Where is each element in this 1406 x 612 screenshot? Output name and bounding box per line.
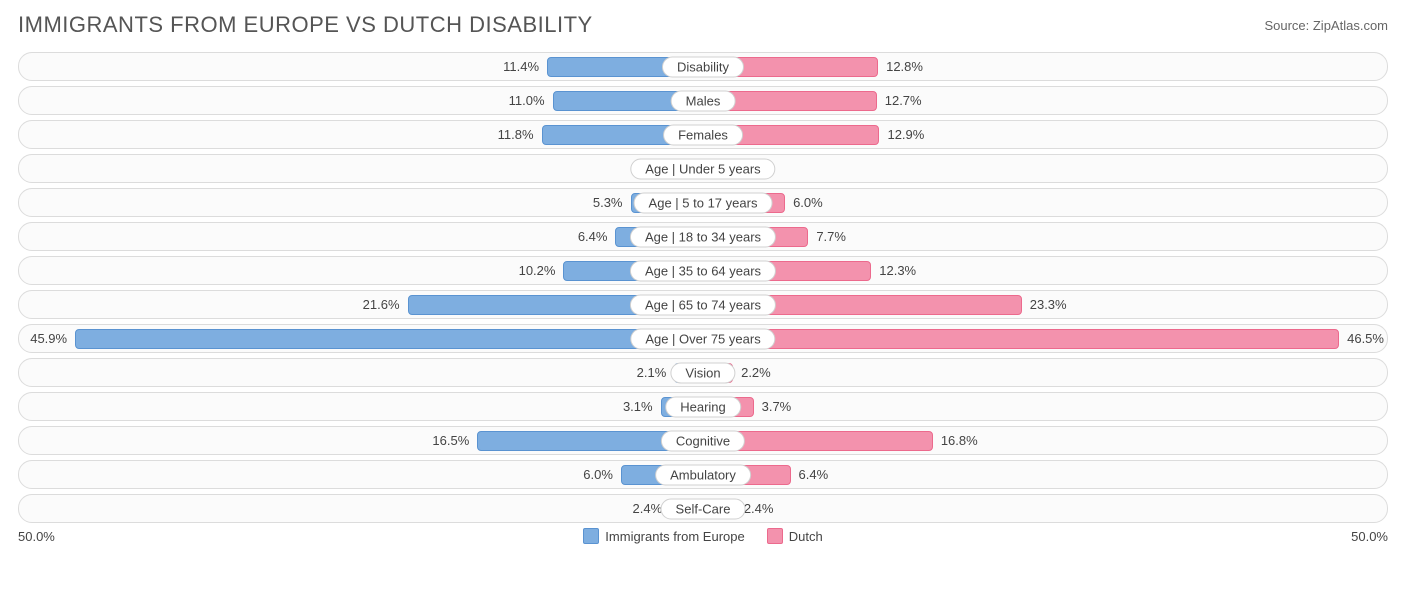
row-left-value: 11.8% [498, 127, 534, 142]
row-right-half: 1.7% [703, 155, 1387, 182]
axis-left-max: 50.0% [18, 529, 55, 544]
row-right-value: 6.4% [799, 467, 829, 482]
chart-header: IMMIGRANTS FROM EUROPE VS DUTCH DISABILI… [18, 12, 1388, 38]
row-left-value: 11.4% [503, 59, 539, 74]
row-right-half: 2.4% [703, 495, 1387, 522]
row-category-label: Age | 35 to 64 years [630, 260, 776, 281]
row-left-value: 6.0% [583, 467, 613, 482]
chart-row: 2.1% 2.2% Vision [18, 358, 1388, 387]
row-right-half: 6.4% [703, 461, 1387, 488]
row-right-half: 16.8% [703, 427, 1387, 454]
legend-item-left: Immigrants from Europe [583, 528, 744, 544]
legend-swatch-left [583, 528, 599, 544]
row-left-value: 2.4% [633, 501, 663, 516]
legend-label-left: Immigrants from Europe [605, 529, 744, 544]
row-left-half: 6.0% [19, 461, 703, 488]
chart-row: 6.0% 6.4% Ambulatory [18, 460, 1388, 489]
row-left-value: 21.6% [363, 297, 400, 312]
row-left-half: 5.3% [19, 189, 703, 216]
row-right-half: 12.9% [703, 121, 1387, 148]
row-left-half: 3.1% [19, 393, 703, 420]
chart-row: 21.6% 23.3% Age | 65 to 74 years [18, 290, 1388, 319]
row-left-value: 2.1% [637, 365, 667, 380]
row-right-value: 2.2% [741, 365, 771, 380]
row-category-label: Vision [670, 362, 735, 383]
row-right-value: 6.0% [793, 195, 823, 210]
axis-right-max: 50.0% [1351, 529, 1388, 544]
chart-row: 5.3% 6.0% Age | 5 to 17 years [18, 188, 1388, 217]
row-left-half: 2.1% [19, 359, 703, 386]
chart-row: 11.4% 12.8% Disability [18, 52, 1388, 81]
row-right-bar [703, 329, 1339, 349]
row-right-half: 7.7% [703, 223, 1387, 250]
row-right-value: 12.8% [886, 59, 923, 74]
row-left-value: 16.5% [432, 433, 469, 448]
row-right-value: 23.3% [1030, 297, 1067, 312]
row-category-label: Disability [662, 56, 744, 77]
row-left-half: 11.0% [19, 87, 703, 114]
legend-item-right: Dutch [767, 528, 823, 544]
row-left-value: 5.3% [593, 195, 623, 210]
row-right-value: 46.5% [1347, 331, 1384, 346]
legend-swatch-right [767, 528, 783, 544]
row-left-value: 45.9% [30, 331, 67, 346]
row-category-label: Age | Under 5 years [630, 158, 775, 179]
row-left-half: 1.3% [19, 155, 703, 182]
row-right-value: 12.9% [887, 127, 924, 142]
row-category-label: Age | 18 to 34 years [630, 226, 776, 247]
row-right-value: 16.8% [941, 433, 978, 448]
chart-footer: 50.0% Immigrants from Europe Dutch 50.0% [18, 528, 1388, 544]
row-right-half: 12.7% [703, 87, 1387, 114]
chart-row: 11.0% 12.7% Males [18, 86, 1388, 115]
row-category-label: Males [671, 90, 736, 111]
row-category-label: Females [663, 124, 743, 145]
chart-legend: Immigrants from Europe Dutch [583, 528, 822, 544]
chart-row: 16.5% 16.8% Cognitive [18, 426, 1388, 455]
row-left-half: 2.4% [19, 495, 703, 522]
chart-row: 45.9% 46.5% Age | Over 75 years [18, 324, 1388, 353]
legend-label-right: Dutch [789, 529, 823, 544]
row-left-value: 10.2% [519, 263, 556, 278]
row-right-value: 3.7% [762, 399, 792, 414]
chart-row: 6.4% 7.7% Age | 18 to 34 years [18, 222, 1388, 251]
row-left-half: 21.6% [19, 291, 703, 318]
row-right-value: 12.7% [885, 93, 922, 108]
chart-row: 1.3%1.7%Age | Under 5 years [18, 154, 1388, 183]
row-right-half: 6.0% [703, 189, 1387, 216]
chart-row: 3.1% 3.7% Hearing [18, 392, 1388, 421]
chart-title: IMMIGRANTS FROM EUROPE VS DUTCH DISABILI… [18, 12, 593, 38]
row-right-half: 2.2% [703, 359, 1387, 386]
row-left-value: 6.4% [578, 229, 608, 244]
chart-row: 2.4% 2.4%Self-Care [18, 494, 1388, 523]
row-right-half: 46.5% [703, 325, 1387, 352]
row-left-half: 11.8% [19, 121, 703, 148]
row-category-label: Age | 5 to 17 years [634, 192, 773, 213]
row-left-half: 45.9% [19, 325, 703, 352]
row-right-value: 12.3% [879, 263, 916, 278]
row-left-bar [75, 329, 703, 349]
row-right-half: 3.7% [703, 393, 1387, 420]
row-left-half: 11.4% [19, 53, 703, 80]
row-left-half: 6.4% [19, 223, 703, 250]
row-left-value: 11.0% [509, 93, 545, 108]
diverging-bar-chart: 11.4% 12.8% Disability 11.0% 12.7% Males 11.8%… [18, 52, 1388, 523]
row-category-label: Hearing [665, 396, 741, 417]
row-left-half: 10.2% [19, 257, 703, 284]
chart-row: 11.8% 12.9% Females [18, 120, 1388, 149]
chart-row: 10.2% 12.3% Age | 35 to 64 years [18, 256, 1388, 285]
row-category-label: Age | Over 75 years [630, 328, 775, 349]
row-category-label: Age | 65 to 74 years [630, 294, 776, 315]
row-left-value: 3.1% [623, 399, 653, 414]
row-right-half: 12.3% [703, 257, 1387, 284]
row-category-label: Cognitive [661, 430, 745, 451]
row-category-label: Self-Care [661, 498, 746, 519]
row-category-label: Ambulatory [655, 464, 751, 485]
chart-source: Source: ZipAtlas.com [1264, 18, 1388, 33]
row-right-value: 7.7% [816, 229, 846, 244]
row-left-half: 16.5% [19, 427, 703, 454]
row-right-half: 12.8% [703, 53, 1387, 80]
row-right-value: 2.4% [744, 501, 774, 516]
row-right-half: 23.3% [703, 291, 1387, 318]
